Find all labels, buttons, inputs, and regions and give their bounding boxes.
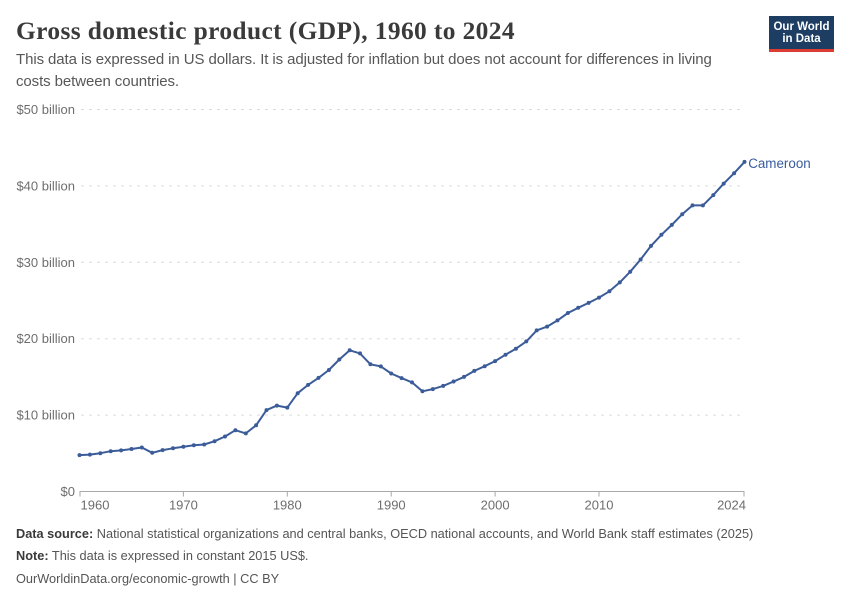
svg-text:2000: 2000 [481,498,510,513]
svg-text:$10 billion: $10 billion [16,408,75,423]
svg-text:1980: 1980 [273,498,302,513]
svg-text:$50 billion: $50 billion [16,102,75,117]
svg-text:2024: 2024 [717,498,746,513]
svg-text:1960: 1960 [81,498,110,513]
svg-text:2010: 2010 [585,498,614,513]
svg-text:$20 billion: $20 billion [16,331,75,346]
svg-text:Cameroon: Cameroon [748,156,811,171]
svg-text:$0: $0 [61,484,75,499]
svg-text:1990: 1990 [377,498,406,513]
svg-text:$40 billion: $40 billion [16,178,75,193]
svg-text:1970: 1970 [169,498,198,513]
svg-text:$30 billion: $30 billion [16,255,75,270]
